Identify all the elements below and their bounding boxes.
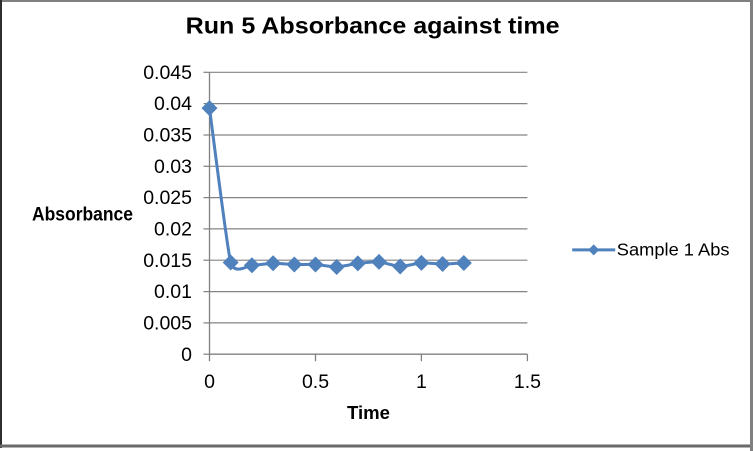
svg-text:0.04: 0.04 bbox=[154, 93, 192, 115]
svg-text:0: 0 bbox=[204, 371, 215, 393]
svg-text:0: 0 bbox=[181, 344, 192, 366]
svg-text:0.025: 0.025 bbox=[143, 187, 192, 209]
svg-text:0.015: 0.015 bbox=[143, 250, 192, 272]
svg-text:Time: Time bbox=[347, 403, 390, 423]
svg-text:Absorbance: Absorbance bbox=[32, 203, 133, 225]
svg-text:1.5: 1.5 bbox=[514, 371, 541, 393]
svg-text:Sample 1 Abs: Sample 1 Abs bbox=[617, 239, 730, 259]
svg-text:0.005: 0.005 bbox=[143, 313, 192, 335]
svg-text:0.035: 0.035 bbox=[143, 125, 192, 147]
svg-text:0.045: 0.045 bbox=[143, 62, 192, 84]
svg-text:0.03: 0.03 bbox=[154, 156, 192, 178]
svg-text:0.02: 0.02 bbox=[154, 219, 192, 241]
svg-text:1: 1 bbox=[416, 371, 427, 393]
svg-text:0.01: 0.01 bbox=[154, 281, 192, 303]
svg-text:Run 5 Absorbance against time: Run 5 Absorbance against time bbox=[186, 13, 560, 39]
svg-text:0.5: 0.5 bbox=[302, 371, 329, 393]
